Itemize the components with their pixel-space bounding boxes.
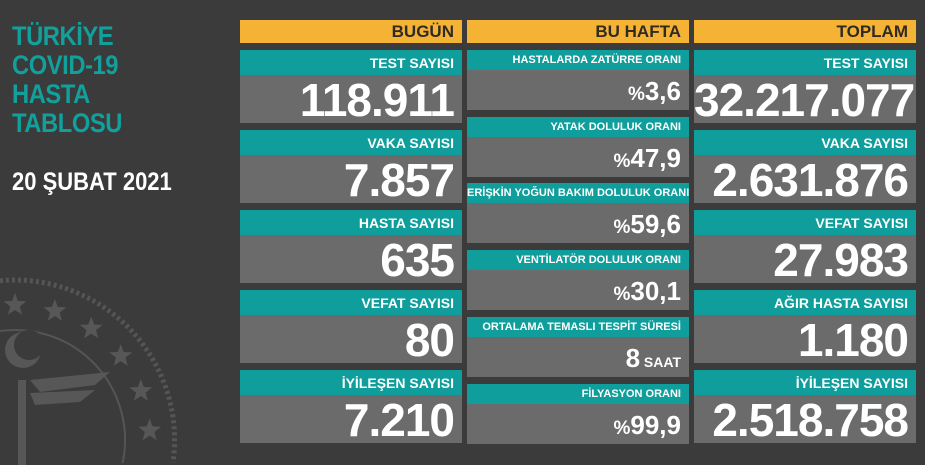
stat-value-box: 80 xyxy=(240,314,462,366)
title-line: COVID-19 xyxy=(12,50,119,80)
stat-value: 99,9 xyxy=(630,409,681,440)
stat-label: VEFAT SAYISI xyxy=(240,290,462,315)
stat-value-box: %30,1 xyxy=(467,270,689,311)
stat-label: ORTALAMA TEMASLI TESPİT SÜRESİ xyxy=(467,316,689,337)
total-stat-card: VEFAT SAYISI 27.983 xyxy=(694,210,916,286)
title-line: HASTA xyxy=(12,79,90,109)
stat-label: AĞIR HASTA SAYISI xyxy=(694,290,916,315)
stat-label: HASTA SAYISI xyxy=(240,210,462,235)
today-stat-card: HASTA SAYISI 635 xyxy=(240,210,462,286)
stat-label: ERİŞKİN YOĞUN BAKIM DOLULUK ORANI xyxy=(467,183,689,204)
total-stat-card: AĞIR HASTA SAYISI 1.180 xyxy=(694,290,916,366)
ministry-seal-emblem xyxy=(0,277,178,465)
stat-value: 2.631.876 xyxy=(712,154,909,206)
stat-label: VAKA SAYISI xyxy=(240,130,462,155)
stat-label: HASTALARDA ZATÜRRE ORANI xyxy=(467,50,689,70)
percent-sign: % xyxy=(613,417,631,439)
stat-value-box: 2.518.758 xyxy=(694,394,916,446)
percent-sign: % xyxy=(627,84,645,105)
stat-value: 7.857 xyxy=(343,154,455,206)
title-line: TÜRKİYE xyxy=(12,21,114,51)
stat-value: 27.983 xyxy=(773,234,909,286)
seal-star-icon xyxy=(43,299,67,321)
week-stat-card: VENTİLATÖR DOLULUK ORANI %30,1 xyxy=(467,250,689,311)
total-stat-card: İYİLEŞEN SAYISI 2.518.758 xyxy=(694,370,916,446)
wing-icon xyxy=(30,372,110,392)
today-stat-card: TEST SAYISI 118.911 xyxy=(240,50,462,126)
stat-label: VEFAT SAYISI xyxy=(694,210,916,235)
stat-value: 7.210 xyxy=(343,394,455,446)
total-column: TOPLAM TEST SAYISI 32.217.077 VAKA SAYISI 2… xyxy=(694,20,916,445)
percent-sign: % xyxy=(613,284,631,306)
stat-value-box: 7.210 xyxy=(240,394,462,446)
stat-value: 2.518.758 xyxy=(712,394,909,446)
today-column: BUGÜN TEST SAYISI 118.911 VAKA SAYISI 7.857… xyxy=(240,20,462,445)
stat-value-box: 8 SAAT xyxy=(467,336,689,377)
stat-label: VAKA SAYISI xyxy=(694,130,916,155)
stat-value: 47,9 xyxy=(630,142,681,173)
stat-unit: SAAT xyxy=(640,353,681,370)
stat-label: İYİLEŞEN SAYISI xyxy=(694,370,916,395)
caduceus-staff-icon xyxy=(18,380,26,465)
stat-value: 32.217.077 xyxy=(694,74,915,126)
stat-label: İYİLEŞEN SAYISI xyxy=(240,370,462,395)
stat-value-box: 635 xyxy=(240,234,462,286)
stat-value: 80 xyxy=(404,314,455,366)
seal-outer-ring xyxy=(0,277,178,463)
today-stat-card: VEFAT SAYISI 80 xyxy=(240,290,462,366)
stat-value: 8 xyxy=(625,342,641,373)
stat-value: 1.180 xyxy=(797,314,909,366)
seal-star-icon xyxy=(79,316,103,339)
stat-value-box: 2.631.876 xyxy=(694,154,916,206)
stat-value-box: %47,9 xyxy=(467,136,689,177)
stat-label: YATAK DOLULUK ORANI xyxy=(467,116,689,137)
week-stat-card: YATAK DOLULUK ORANI %47,9 xyxy=(467,116,689,177)
stat-value-box: 118.911 xyxy=(240,74,462,126)
stat-value: 635 xyxy=(380,234,455,286)
week-column: BU HAFTA HASTALARDA ZATÜRRE ORANI %3,6 YAT… xyxy=(467,20,689,444)
stat-value-box: 27.983 xyxy=(694,234,916,286)
week-header: BU HAFTA xyxy=(467,20,689,43)
seal-star-icon xyxy=(138,418,162,441)
today-stat-card: VAKA SAYISI 7.857 xyxy=(240,130,462,206)
week-stat-card: FİLYASYON ORANI %99,9 xyxy=(467,383,689,444)
stat-value-box: 32.217.077 xyxy=(694,74,916,126)
wing-icon xyxy=(30,390,95,405)
week-stat-card: ORTALAMA TEMASLI TESPİT SÜRESİ 8 SAAT xyxy=(467,316,689,377)
stat-value-box: 7.857 xyxy=(240,154,462,206)
total-header: TOPLAM xyxy=(694,20,916,43)
percent-sign: % xyxy=(613,217,631,239)
total-stat-card: TEST SAYISI 32.217.077 xyxy=(694,50,916,126)
stat-value: 59,6 xyxy=(630,209,681,240)
stat-value: 30,1 xyxy=(630,276,681,307)
stat-label: TEST SAYISI xyxy=(694,50,916,75)
total-stat-card: VAKA SAYISI 2.631.876 xyxy=(694,130,916,206)
percent-sign: % xyxy=(613,150,631,172)
week-stat-card: ERİŞKİN YOĞUN BAKIM DOLULUK ORANI %59,6 xyxy=(467,183,689,244)
stat-label: FİLYASYON ORANI xyxy=(467,383,689,404)
title-line: TABLOSU xyxy=(12,108,122,138)
stat-label: TEST SAYISI xyxy=(240,50,462,75)
stat-value: 3,6 xyxy=(644,76,681,106)
stat-label: VENTİLATÖR DOLULUK ORANI xyxy=(467,250,689,271)
report-date: 20 ŞUBAT 2021 xyxy=(12,168,172,196)
week-stat-card: HASTALARDA ZATÜRRE ORANI %3,6 xyxy=(467,50,689,110)
dashboard-title: TÜRKİYE COVID-19 HASTA TABLOSU xyxy=(12,22,122,138)
seal-star-icon xyxy=(109,344,133,366)
stat-value: 118.911 xyxy=(299,74,455,126)
stat-value-box: %59,6 xyxy=(467,203,689,244)
stat-value-box: %99,9 xyxy=(467,403,689,444)
stat-value-box: 1.180 xyxy=(694,314,916,366)
seal-star-icon xyxy=(3,293,27,315)
today-stat-card: İYİLEŞEN SAYISI 7.210 xyxy=(240,370,462,446)
stat-value-box: %3,6 xyxy=(467,70,689,110)
seal-star-icon xyxy=(129,379,153,401)
today-header: BUGÜN xyxy=(240,20,462,43)
